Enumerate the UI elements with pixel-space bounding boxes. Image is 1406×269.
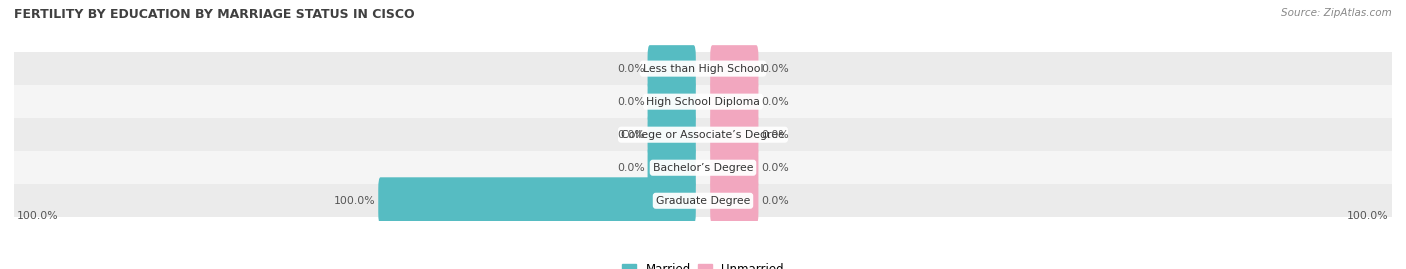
FancyBboxPatch shape: [710, 78, 758, 125]
Bar: [14, 52, 1392, 85]
Text: 0.0%: 0.0%: [617, 163, 645, 173]
FancyBboxPatch shape: [710, 144, 758, 191]
Text: 100.0%: 100.0%: [17, 211, 59, 221]
Bar: [14, 118, 1392, 151]
Bar: [14, 151, 1392, 184]
Text: Source: ZipAtlas.com: Source: ZipAtlas.com: [1281, 8, 1392, 18]
Text: 0.0%: 0.0%: [761, 130, 789, 140]
Text: 0.0%: 0.0%: [761, 64, 789, 74]
Text: 0.0%: 0.0%: [761, 196, 789, 206]
Text: High School Diploma: High School Diploma: [647, 97, 759, 107]
Text: 100.0%: 100.0%: [1347, 211, 1389, 221]
FancyBboxPatch shape: [648, 45, 696, 92]
FancyBboxPatch shape: [648, 144, 696, 191]
Text: 0.0%: 0.0%: [761, 163, 789, 173]
FancyBboxPatch shape: [648, 111, 696, 158]
Bar: [14, 85, 1392, 118]
Bar: [14, 184, 1392, 217]
FancyBboxPatch shape: [378, 177, 696, 224]
Text: 0.0%: 0.0%: [761, 97, 789, 107]
Text: Graduate Degree: Graduate Degree: [655, 196, 751, 206]
FancyBboxPatch shape: [710, 177, 758, 224]
Text: 0.0%: 0.0%: [617, 130, 645, 140]
Text: 100.0%: 100.0%: [333, 196, 375, 206]
FancyBboxPatch shape: [710, 111, 758, 158]
Text: College or Associate’s Degree: College or Associate’s Degree: [621, 130, 785, 140]
FancyBboxPatch shape: [710, 45, 758, 92]
Text: 0.0%: 0.0%: [617, 97, 645, 107]
FancyBboxPatch shape: [648, 78, 696, 125]
Text: 0.0%: 0.0%: [617, 64, 645, 74]
Text: FERTILITY BY EDUCATION BY MARRIAGE STATUS IN CISCO: FERTILITY BY EDUCATION BY MARRIAGE STATU…: [14, 8, 415, 21]
Text: Less than High School: Less than High School: [643, 64, 763, 74]
Legend: Married, Unmarried: Married, Unmarried: [617, 259, 789, 269]
Text: Bachelor’s Degree: Bachelor’s Degree: [652, 163, 754, 173]
